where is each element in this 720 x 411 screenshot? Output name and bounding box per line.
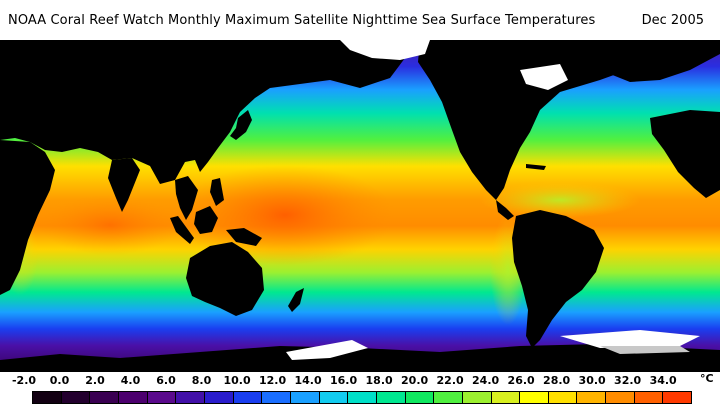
colorbar-swatch — [462, 392, 492, 403]
sumatra-land — [170, 216, 194, 244]
colorbar-swatch — [290, 392, 320, 403]
colorbar-swatch — [61, 392, 91, 403]
arctic-sea-ice — [340, 40, 430, 60]
antarctic-ice-edge-weddell — [600, 346, 690, 354]
colorbar-swatch — [147, 392, 177, 403]
colorbar-swatch — [118, 392, 148, 403]
colorbar-tick-label: 14.0 — [294, 374, 322, 387]
temperature-unit: °C — [700, 372, 714, 385]
colorbar-tick-label: -2.0 — [11, 374, 37, 387]
colorbar-tick-labels: -2.0 0.0 2.0 4.0 6.0 8.0 10.0 12.0 14.0 16.0 18.0 2… — [0, 374, 720, 390]
colorbar-swatch — [90, 392, 119, 403]
japan-land — [230, 110, 252, 140]
colorbar-swatch — [233, 392, 263, 403]
colorbar-tick-label: 10.0 — [223, 374, 251, 387]
colorbar-swatch — [262, 392, 291, 403]
colorbar-swatch — [33, 392, 62, 403]
colorbar-swatch — [319, 392, 349, 403]
colorbar-swatch — [176, 392, 205, 403]
sea-ice-edge — [600, 346, 690, 354]
colorbar — [32, 391, 692, 404]
colorbar-tick-label: 22.0 — [436, 374, 464, 387]
africa-land — [0, 140, 55, 295]
colorbar-tick-label: 6.0 — [156, 374, 176, 387]
colorbar-swatch — [491, 392, 521, 403]
australia-land — [186, 242, 264, 316]
hudson-bay-ice — [520, 64, 568, 90]
colorbar-swatch — [204, 392, 234, 403]
philippines-land — [210, 178, 224, 206]
land-masses — [0, 40, 720, 372]
antarctic-sea-ice-weddell — [560, 330, 700, 348]
colorbar-swatch — [520, 392, 549, 403]
india-land — [108, 158, 140, 212]
colorbar-tick-label: 20.0 — [401, 374, 429, 387]
greenland-land — [580, 40, 720, 82]
new-zealand-land — [288, 288, 304, 312]
colorbar-tick-label: 2.0 — [85, 374, 105, 387]
colorbar-swatch — [434, 392, 463, 403]
colorbar-tick-label: 8.0 — [191, 374, 212, 387]
colorbar-tick-label: 26.0 — [507, 374, 535, 387]
colorbar-tick-label: 34.0 — [649, 374, 677, 387]
colorbar-swatch — [606, 392, 635, 403]
map-header: NOAA Coral Reef Watch Monthly Maximum Sa… — [0, 0, 720, 40]
central-america-land — [496, 200, 514, 220]
south-america-land — [512, 210, 604, 348]
cuba-land — [526, 164, 546, 170]
colorbar-swatch — [548, 392, 578, 403]
colorbar-swatch — [663, 392, 692, 403]
map-title: NOAA Coral Reef Watch Monthly Maximum Sa… — [8, 13, 596, 28]
antarctic-sea-ice-pacific — [286, 340, 368, 360]
new-guinea-land — [226, 228, 262, 246]
colorbar-swatch — [405, 392, 435, 403]
colorbar-swatch — [376, 392, 406, 403]
colorbar-swatch — [348, 392, 377, 403]
map-date: Dec 2005 — [641, 13, 704, 28]
indian-ocean-warm-area — [40, 195, 180, 255]
colorbar-tick-label: 4.0 — [120, 374, 141, 387]
colorbar-tick-label: 16.0 — [329, 374, 358, 387]
north-america-land — [418, 40, 720, 200]
africa-west-land — [650, 110, 720, 198]
colorbar-tick-label: 18.0 — [365, 374, 393, 387]
colorbar-tick-label: 24.0 — [472, 374, 500, 387]
colorbar-swatch — [634, 392, 664, 403]
colorbar-swatch — [577, 392, 607, 403]
sea-ice — [286, 40, 700, 360]
sst-map — [0, 40, 720, 372]
indochina-land — [175, 176, 198, 220]
colorbar-tick-label: 0.0 — [49, 374, 70, 387]
antarctica-land — [0, 344, 720, 372]
colorbar-tick-label: 30.0 — [578, 374, 606, 387]
colorbar-tick-label: 12.0 — [258, 374, 287, 387]
colorbar-tick-label: 32.0 — [614, 374, 642, 387]
western-pacific-warm-pool — [175, 165, 395, 265]
eurasia-land — [0, 40, 405, 184]
borneo-land — [194, 206, 218, 234]
colorbar-tick-label: 28.0 — [543, 374, 571, 387]
eastern-pacific-cold-tongue — [480, 182, 640, 218]
